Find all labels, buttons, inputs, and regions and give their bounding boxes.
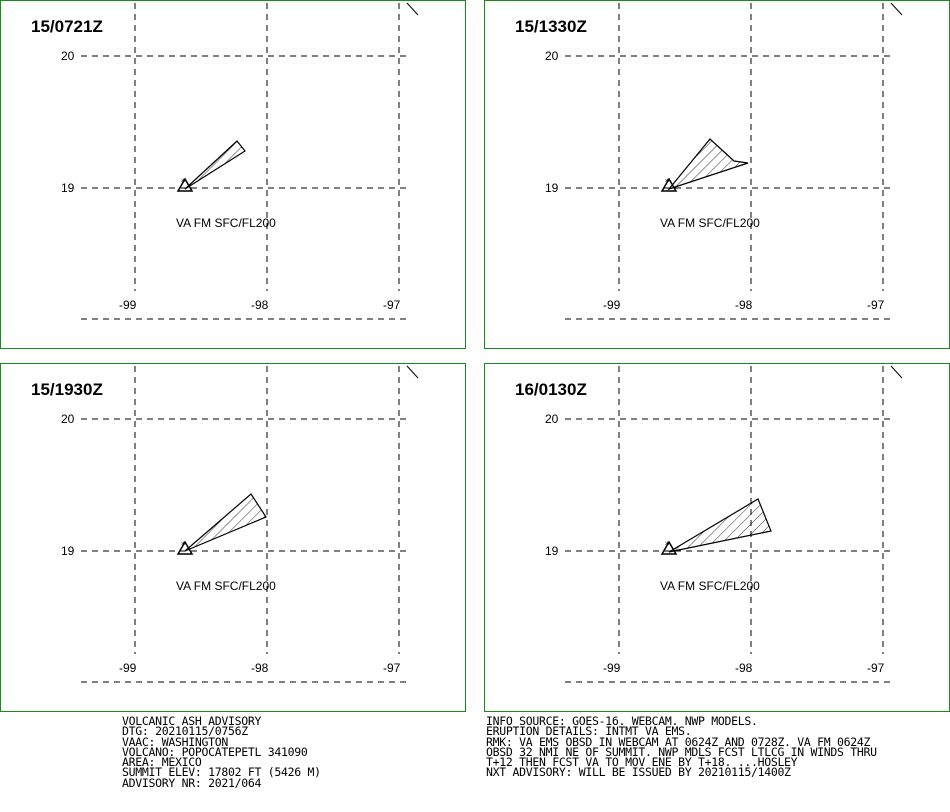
lon-label-minus97: -97 <box>383 661 401 675</box>
advisory-line: DTG: 20210115/0756Z <box>122 724 248 739</box>
advisory-line: ADVISORY NR: 2021/064 <box>122 775 262 790</box>
eruption-marker: * <box>181 178 186 188</box>
volcano-marker <box>660 540 678 555</box>
advisory-header-block: VOLCANIC ASH ADVISORY DTG: 20210115/0756… <box>122 714 321 790</box>
eruption-marker: * <box>665 178 670 188</box>
lon-label-minus98: -98 <box>251 661 269 675</box>
lat-label-19: 19 <box>545 544 559 558</box>
ash-plume-polygon <box>184 493 267 552</box>
map-graphics: * <box>81 365 419 683</box>
lon-label-minus97: -97 <box>383 298 401 312</box>
coastline-segment <box>890 2 903 16</box>
lon-label-minus98: -98 <box>251 298 269 312</box>
advisory-line: SUMMIT ELEV: 17802 FT (5426 M) <box>122 765 321 780</box>
lat-label-20: 20 <box>61 412 75 426</box>
map-graphics: * <box>81 2 419 320</box>
lat-label-19: 19 <box>545 181 559 195</box>
lat-label-20: 20 <box>545 49 559 63</box>
forecast-panel-4: * 16/0130Z 20 19 -99 -98 -97 VA FM SFC/F… <box>484 363 950 712</box>
lat-label-19: 19 <box>61 181 75 195</box>
advisory-line: INFO SOURCE: GOES-16. WEBCAM. NWP MODELS… <box>486 714 758 728</box>
lon-label-minus98: -98 <box>735 298 753 312</box>
advisory-line: RMK: VA EMS OBSD IN WEBCAM AT 0624Z AND … <box>486 734 871 749</box>
va-level-label: VA FM SFC/FL200 <box>176 579 276 593</box>
panel-time-label: 15/0721Z <box>31 17 103 36</box>
coastline-segment <box>406 2 419 16</box>
va-level-label: VA FM SFC/FL200 <box>660 579 760 593</box>
ash-plume-polygon <box>667 138 749 191</box>
coastline-segment <box>890 365 903 379</box>
advisory-line: OBSD 32 NMI NE OF SUMMIT. NWP MDLS FCST … <box>486 744 877 759</box>
lon-label-minus98: -98 <box>735 661 753 675</box>
panel-time-label: 15/1930Z <box>31 380 103 399</box>
va-level-label: VA FM SFC/FL200 <box>176 216 276 230</box>
advisory-line: VAAC: WASHINGTON <box>122 734 228 749</box>
advisory-details-block: INFO SOURCE: GOES-16. WEBCAM. NWP MODELS… <box>486 714 877 780</box>
forecast-panel-1: * 15/0721Z 20 19 -99 -98 -97 VA FM SFC/F… <box>0 0 466 349</box>
lon-label-minus97: -97 <box>867 661 885 675</box>
advisory-line: AREA: MEXICO <box>122 755 202 770</box>
coastline-segment <box>406 365 419 379</box>
panel-time-label: 16/0130Z <box>515 380 587 399</box>
lon-label-minus99: -99 <box>119 298 137 312</box>
volcano-marker <box>660 177 678 192</box>
lat-label-19: 19 <box>61 544 75 558</box>
lat-label-20: 20 <box>61 49 75 63</box>
advisory-line: VOLCANO: POPOCATEPETL 341090 <box>122 744 308 759</box>
lon-label-minus97: -97 <box>867 298 885 312</box>
panel-time-label: 15/1330Z <box>515 17 587 36</box>
lon-label-minus99: -99 <box>603 661 621 675</box>
eruption-marker: * <box>665 541 670 551</box>
advisory-line: T+12 THEN FCST VA TO MOV ENE BY T+18. ..… <box>486 755 798 770</box>
forecast-panel-3: * 15/1930Z 20 19 -99 -98 -97 VA FM SFC/F… <box>0 363 466 712</box>
lat-label-20: 20 <box>545 412 559 426</box>
lon-label-minus99: -99 <box>603 298 621 312</box>
advisory-line: ERUPTION DETAILS: INTMT VA EMS. <box>486 724 692 739</box>
map-graphics: * <box>565 2 903 320</box>
va-level-label: VA FM SFC/FL200 <box>660 216 760 230</box>
forecast-panel-2: * 15/1330Z 20 19 -99 -98 -97 VA FM SFC/F… <box>484 0 950 349</box>
ash-plume-polygon <box>668 498 772 553</box>
eruption-marker: * <box>181 541 186 551</box>
lon-label-minus99: -99 <box>119 661 137 675</box>
ash-plume-polygon <box>184 140 246 190</box>
volcano-marker <box>176 177 194 192</box>
advisory-line: NXT ADVISORY: WILL BE ISSUED BY 20210115… <box>486 765 791 780</box>
advisory-line: VOLCANIC ASH ADVISORY <box>122 714 262 728</box>
volcano-marker <box>176 540 194 555</box>
map-graphics: * <box>565 365 903 683</box>
